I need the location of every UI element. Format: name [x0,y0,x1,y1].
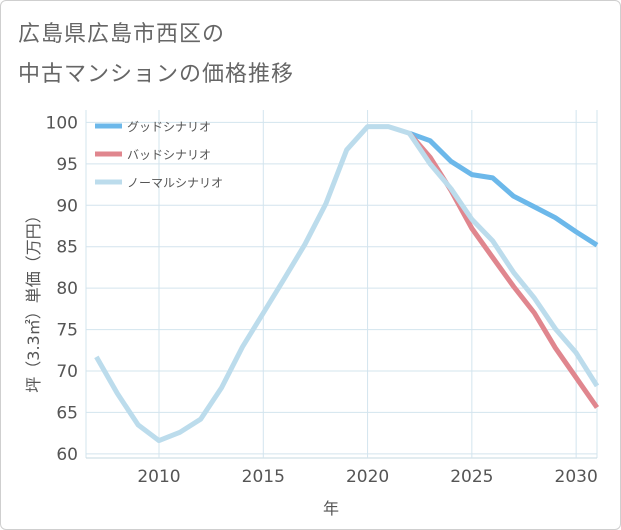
tick-labels: 60 65 70 75 80 85 90 95 100 2010 2015 2020 2025 2030 [46,113,598,487]
chart-title-line-2: 中古マンションの価格推移 [18,62,295,87]
x-tick-label: 2015 [242,467,285,487]
series-line-normal [94,124,600,444]
y-tick-label: 95 [56,155,78,175]
y-tick-label: 80 [56,279,78,299]
series-line-good [408,130,599,248]
y-tick-label: 70 [56,362,78,382]
series-lines [94,124,600,444]
legend-label: グッドシナリオ [127,120,211,134]
y-tick-label: 85 [56,238,78,258]
x-axis-label: 年 [323,499,339,518]
y-tick-label: 60 [56,445,78,465]
legend-label: バッドシナリオ [127,148,211,162]
y-tick-label: 65 [56,403,78,423]
y-axis-label: 坪（3.3㎡）単価（万円） [24,207,43,392]
legend-label: ノーマルシナリオ [127,176,223,190]
y-tick-label: 90 [56,196,78,216]
x-tick-label: 2030 [555,467,598,487]
chart-title-line-1: 広島県広島市西区の [18,22,226,47]
x-tick-label: 2025 [450,467,493,487]
x-tick-label: 2020 [346,467,389,487]
y-tick-label: 100 [46,113,78,133]
chart-grid [85,110,598,459]
y-tick-label: 75 [56,321,78,341]
x-tick-label: 2010 [137,467,180,487]
